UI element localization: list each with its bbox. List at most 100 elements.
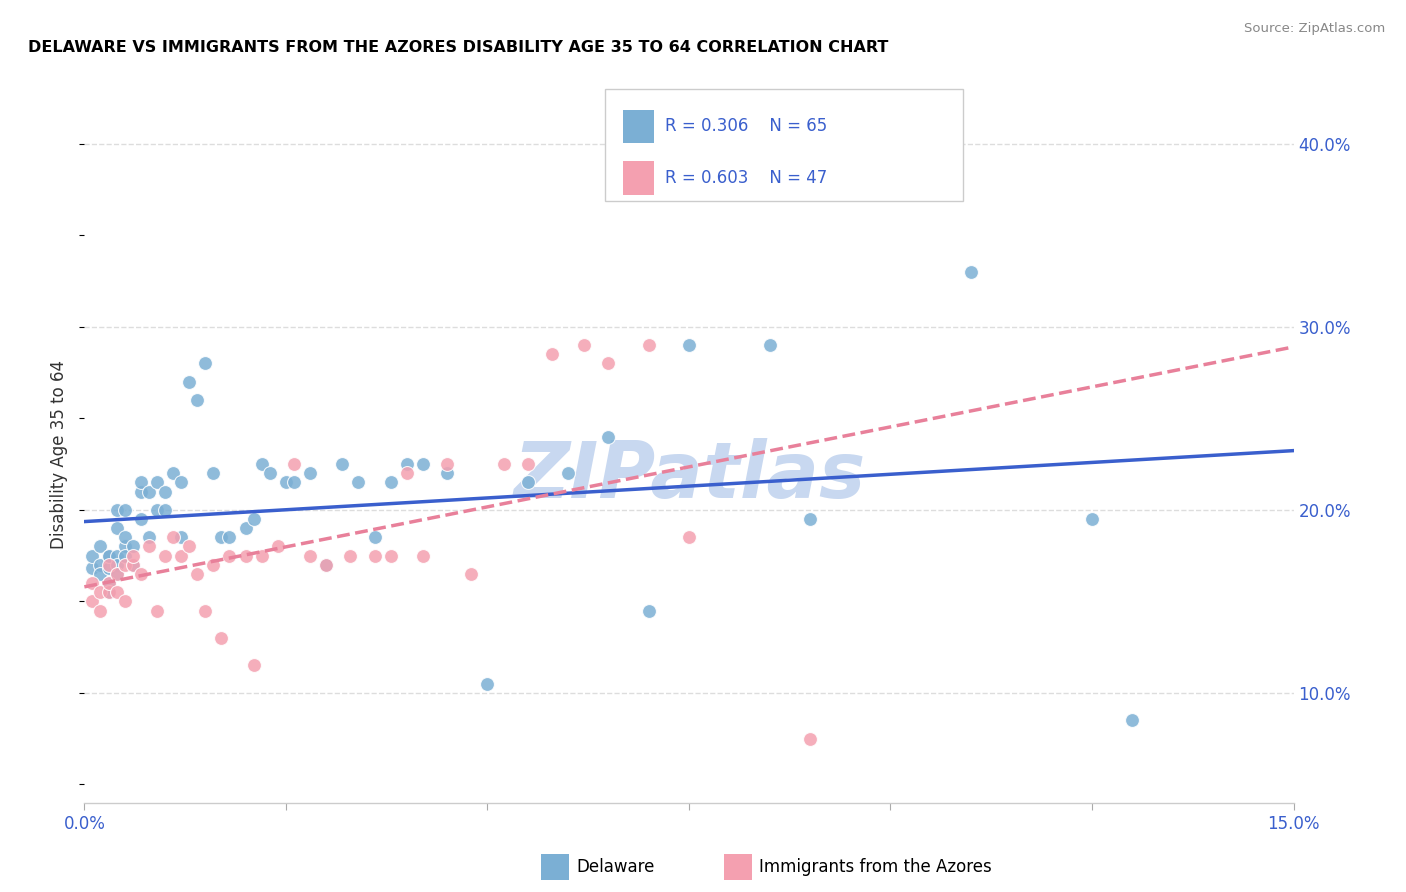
- Point: [170, 475, 193, 490]
- Point: [315, 558, 337, 572]
- Point: [460, 566, 482, 581]
- Text: DELAWARE VS IMMIGRANTS FROM THE AZORES DISABILITY AGE 35 TO 64 CORRELATION CHART: DELAWARE VS IMMIGRANTS FROM THE AZORES D…: [28, 40, 889, 55]
- Point: [235, 549, 257, 563]
- Point: [89, 540, 111, 554]
- Point: [1081, 512, 1104, 526]
- Point: [179, 540, 201, 554]
- Point: [82, 561, 104, 575]
- Point: [242, 512, 264, 526]
- Point: [89, 603, 111, 617]
- Point: [598, 356, 620, 370]
- Point: [218, 549, 240, 563]
- Point: [799, 731, 821, 746]
- Point: [477, 677, 499, 691]
- Point: [541, 347, 564, 361]
- Point: [209, 530, 232, 544]
- Point: [105, 558, 128, 572]
- Point: [1121, 714, 1143, 728]
- Point: [380, 475, 402, 490]
- Point: [516, 475, 538, 490]
- Point: [114, 540, 136, 554]
- Point: [162, 467, 184, 481]
- Point: [339, 549, 361, 563]
- Point: [153, 549, 176, 563]
- Point: [960, 265, 983, 279]
- Point: [146, 603, 169, 617]
- Point: [259, 467, 281, 481]
- Point: [89, 558, 111, 572]
- Point: [242, 658, 264, 673]
- Text: Immigrants from the Azores: Immigrants from the Azores: [759, 858, 993, 876]
- Point: [283, 457, 305, 471]
- Point: [105, 521, 128, 535]
- Point: [138, 484, 160, 499]
- Point: [82, 549, 104, 563]
- Point: [129, 475, 152, 490]
- Text: Delaware: Delaware: [576, 858, 655, 876]
- Point: [380, 549, 402, 563]
- Point: [492, 457, 515, 471]
- Point: [121, 540, 143, 554]
- Point: [105, 503, 128, 517]
- Point: [146, 475, 169, 490]
- Point: [146, 503, 169, 517]
- Point: [97, 576, 120, 591]
- Point: [250, 549, 273, 563]
- Point: [678, 338, 700, 352]
- Point: [637, 338, 659, 352]
- Point: [572, 338, 595, 352]
- Point: [97, 549, 120, 563]
- Point: [170, 549, 193, 563]
- Text: ZIPatlas: ZIPatlas: [513, 438, 865, 514]
- Text: Source: ZipAtlas.com: Source: ZipAtlas.com: [1244, 22, 1385, 36]
- Point: [758, 338, 780, 352]
- Point: [97, 576, 120, 591]
- Point: [557, 467, 579, 481]
- Point: [347, 475, 370, 490]
- Point: [267, 540, 290, 554]
- Point: [105, 566, 128, 581]
- Point: [235, 521, 257, 535]
- Point: [162, 530, 184, 544]
- Point: [186, 392, 208, 407]
- Point: [97, 549, 120, 563]
- Point: [412, 457, 434, 471]
- Point: [105, 566, 128, 581]
- Point: [436, 457, 458, 471]
- Point: [121, 558, 143, 572]
- Point: [82, 594, 104, 608]
- Text: R = 0.306    N = 65: R = 0.306 N = 65: [665, 118, 827, 136]
- Point: [97, 558, 120, 572]
- Point: [121, 549, 143, 563]
- Point: [105, 585, 128, 599]
- Point: [678, 530, 700, 544]
- Point: [89, 566, 111, 581]
- Point: [412, 549, 434, 563]
- Point: [186, 566, 208, 581]
- Point: [129, 484, 152, 499]
- Point: [637, 603, 659, 617]
- Point: [97, 585, 120, 599]
- Point: [315, 558, 337, 572]
- Point: [194, 356, 217, 370]
- Point: [89, 585, 111, 599]
- Point: [395, 467, 418, 481]
- Point: [121, 558, 143, 572]
- Point: [114, 503, 136, 517]
- Point: [97, 585, 120, 599]
- Point: [97, 561, 120, 575]
- Point: [218, 530, 240, 544]
- Point: [516, 457, 538, 471]
- Point: [598, 429, 620, 443]
- Text: R = 0.603    N = 47: R = 0.603 N = 47: [665, 169, 827, 186]
- Point: [436, 467, 458, 481]
- Point: [170, 530, 193, 544]
- Point: [194, 603, 217, 617]
- Point: [250, 457, 273, 471]
- Point: [363, 549, 385, 563]
- Point: [395, 457, 418, 471]
- Point: [799, 512, 821, 526]
- Point: [179, 375, 201, 389]
- Point: [114, 594, 136, 608]
- Point: [202, 467, 225, 481]
